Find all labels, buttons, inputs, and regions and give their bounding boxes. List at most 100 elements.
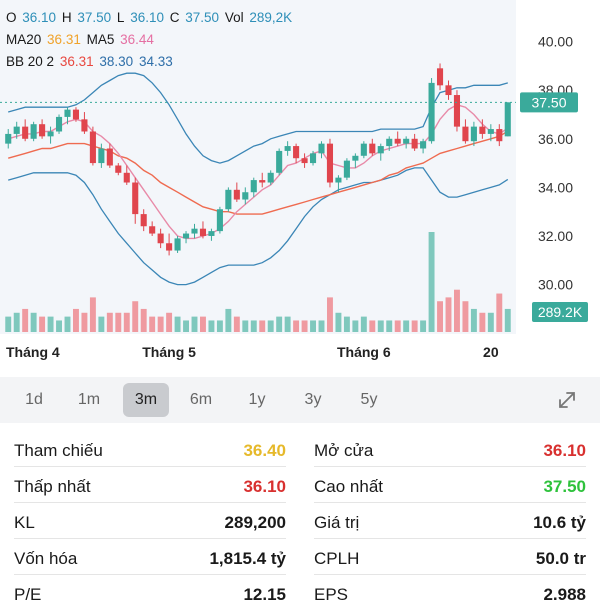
volume-bar — [403, 320, 410, 332]
candle-body — [360, 143, 367, 156]
volume-bar — [411, 320, 418, 332]
legend-vol-value: 289,2K — [249, 10, 293, 25]
volume-bar — [327, 297, 333, 332]
stat-value: 1,815.4 tỷ — [209, 549, 286, 568]
legend-open-value: 36.10 — [22, 10, 57, 25]
row-divider — [14, 466, 286, 467]
candle-body — [343, 160, 350, 178]
candle-body — [123, 172, 130, 183]
volume-bar — [174, 316, 181, 332]
candle-body — [72, 109, 80, 120]
row-divider — [14, 574, 286, 575]
stat-label: P/E — [14, 585, 42, 600]
stat-reference: Tham chiếu 36.40 — [14, 432, 286, 467]
candle-body — [420, 141, 427, 149]
current-volume-tag — [532, 302, 588, 322]
volume-bar — [200, 316, 206, 332]
candle-body — [55, 116, 63, 132]
row-divider — [314, 574, 586, 575]
candle-body — [394, 138, 401, 144]
stat-trade-value: Giá trị 10.6 tỷ — [314, 504, 586, 539]
candle-body — [174, 238, 181, 251]
legend-bb-mid-value: 36.31 — [59, 54, 94, 69]
volume-bar — [64, 316, 71, 332]
volume-bar — [89, 297, 96, 332]
stat-open: Mở cửa 36.10 — [314, 432, 586, 467]
candle-body — [89, 131, 96, 164]
volume-bar — [216, 320, 223, 332]
legend-high-value: 37.50 — [77, 10, 112, 25]
candle-body — [140, 214, 147, 227]
candle-body — [487, 129, 494, 134]
volume-bar — [39, 316, 46, 332]
stat-value: 10.6 tỷ — [533, 513, 586, 532]
range-3m-button[interactable]: 3m — [123, 383, 169, 417]
volume-bar — [470, 308, 477, 332]
y-tick-label: 40.00 — [538, 34, 573, 50]
stat-value: 36.10 — [243, 477, 286, 496]
stat-label: Thấp nhất — [14, 477, 91, 496]
stat-value: 50.0 tr — [535, 549, 586, 568]
range-1y-button[interactable]: 1y — [248, 391, 266, 408]
bollinger-upper-line — [8, 72, 508, 164]
legend-bb-lower-value: 34.33 — [138, 54, 173, 69]
legend-ma20-label: MA20 — [6, 32, 42, 47]
range-3y-button[interactable]: 3y — [304, 391, 322, 408]
candle-body — [470, 126, 477, 142]
range-6m-button[interactable]: 6m — [189, 391, 213, 408]
expand-icon[interactable] — [556, 389, 578, 411]
candle-body — [13, 126, 20, 134]
volume-bar — [496, 293, 503, 332]
volume-bar — [504, 308, 511, 332]
legend-close-label: C — [169, 10, 180, 25]
volume-bar — [293, 320, 300, 332]
y-tick-label: 32.00 — [538, 228, 573, 244]
stat-label: Cao nhất — [314, 477, 383, 496]
price-chart[interactable]: 40.00 38.00 36.00 34.00 32.00 30.00 37.50 289.2… — [0, 0, 600, 368]
volume-bar — [284, 316, 291, 332]
volume-bar — [420, 320, 427, 332]
volume-bar — [445, 297, 452, 332]
candle-body — [149, 226, 156, 234]
volume-bar — [343, 316, 350, 332]
candle-body — [436, 68, 444, 86]
volume-bar — [30, 312, 37, 332]
stat-label: KL — [14, 513, 35, 532]
stat-pe: P/E 12.15 — [14, 576, 286, 600]
candle-body — [22, 126, 29, 139]
legend-bb-upper-value: 38.30 — [99, 54, 134, 69]
row-divider — [14, 538, 286, 539]
x-tick-label: 20 — [483, 344, 499, 360]
stat-value: 289,200 — [224, 513, 286, 532]
stat-label: Giá trị — [314, 513, 360, 532]
y-tick-label: 36.00 — [538, 131, 573, 147]
range-1m-button[interactable]: 1m — [77, 391, 101, 408]
stat-shares: CPLH 50.0 tr — [314, 540, 586, 575]
candle-body — [191, 228, 198, 234]
volume-bar — [259, 320, 266, 332]
candlestick-chart[interactable]: 40.0038.0036.0034.0032.0030.0037.50289.2… — [0, 0, 600, 368]
stat-low: Thấp nhất 36.10 — [14, 468, 286, 503]
range-1d-button[interactable]: 1d — [25, 391, 43, 408]
volume-bar — [47, 316, 54, 332]
candle-body — [276, 150, 283, 173]
volume-bar — [352, 320, 359, 332]
stat-market-cap: Vốn hóa 1,815.4 tỷ — [14, 540, 286, 575]
volume-bar — [386, 320, 393, 332]
candle-body — [199, 228, 207, 236]
candle-body — [115, 165, 122, 173]
volume-bar — [183, 320, 189, 332]
ma-legend: MA20 36.31 MA5 36.44 — [6, 32, 156, 48]
candle-body — [411, 138, 418, 149]
volume-bar — [369, 320, 376, 332]
candle-body — [39, 124, 46, 137]
volume-bar — [360, 316, 367, 332]
y-tick-label: 30.00 — [538, 277, 573, 293]
candle-body — [479, 126, 486, 134]
candle-body — [309, 153, 317, 164]
volume-bar — [437, 301, 443, 332]
volume-bar — [428, 232, 435, 332]
range-5y-button[interactable]: 5y — [360, 391, 378, 408]
stat-volume: KL 289,200 — [14, 504, 286, 539]
volume-bar — [149, 316, 156, 332]
